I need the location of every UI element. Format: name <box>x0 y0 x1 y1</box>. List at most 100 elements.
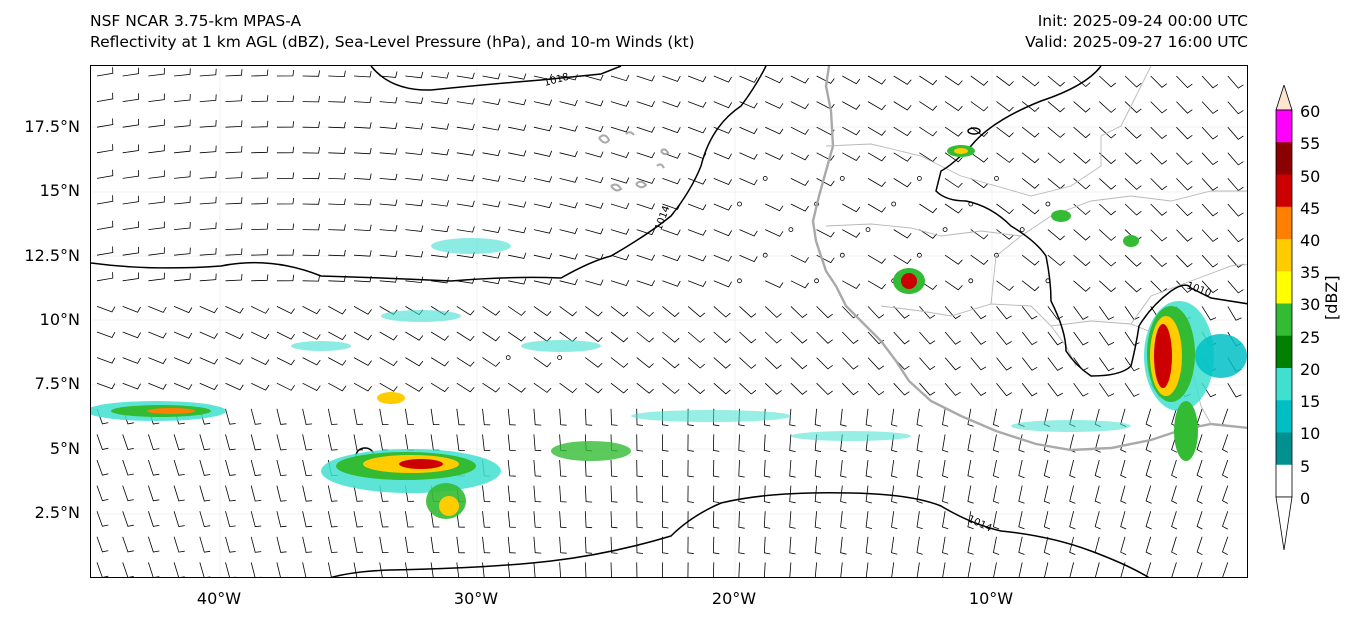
wind-barb <box>687 254 707 262</box>
wind-barb <box>919 203 938 214</box>
wind-barb <box>1073 75 1091 88</box>
wind-barb <box>916 459 923 478</box>
wind-barb <box>405 382 424 392</box>
wind-barb <box>96 382 116 390</box>
wind-barb <box>687 203 707 211</box>
wind-barb <box>379 148 398 155</box>
wind-barb <box>250 408 262 425</box>
wind-barb <box>1094 536 1101 555</box>
lat-label-17-5: 17.5°N <box>24 117 80 136</box>
wind-barb <box>944 101 963 112</box>
wind-barb <box>122 272 139 282</box>
wind-barb <box>482 357 501 367</box>
wind-barb <box>662 382 680 394</box>
wind-barb <box>713 101 732 109</box>
wind-barb <box>713 229 732 237</box>
wind-barb <box>891 511 898 530</box>
wind-barb <box>225 171 243 179</box>
wind-barb <box>992 408 1000 427</box>
wind-barb <box>687 485 694 503</box>
wind-barb <box>842 357 859 370</box>
wind-barb <box>1124 254 1142 267</box>
wind-barb <box>739 126 758 135</box>
wind-barb <box>173 306 193 314</box>
wind-barb <box>302 249 320 256</box>
wind-barb <box>559 408 567 426</box>
wind-barb <box>96 485 109 502</box>
wind-barb <box>328 173 346 180</box>
wind-barb <box>328 147 346 154</box>
wind-barb <box>482 98 501 105</box>
isobar-label-1010: 1010 <box>1185 280 1213 299</box>
wind-barb <box>1222 562 1229 577</box>
wind-barb <box>559 562 562 577</box>
wind-barb <box>508 175 527 183</box>
wind-barb <box>199 196 217 205</box>
wind-barb <box>507 562 511 577</box>
wind-barb <box>353 147 372 155</box>
wind-barb <box>610 203 630 210</box>
wind-barb <box>482 434 491 451</box>
wind-barb <box>1043 485 1051 504</box>
wind-barb <box>173 562 185 577</box>
wind-barb <box>1201 280 1219 294</box>
wind-barb <box>302 275 320 282</box>
wind-barb <box>816 229 835 238</box>
wind-barb <box>1124 152 1142 165</box>
wind-barb <box>353 122 372 129</box>
wind-barb <box>199 434 211 451</box>
wind-barb <box>405 97 424 104</box>
wind-barb <box>996 101 1014 112</box>
wind-barb <box>919 331 936 345</box>
wind-barb <box>944 254 963 265</box>
wind-barb <box>148 272 165 282</box>
wind-barb <box>992 434 1000 453</box>
wind-barb <box>662 331 680 343</box>
wind-barb <box>1047 254 1065 266</box>
wind-barb <box>379 97 398 104</box>
wind-barb <box>816 306 833 319</box>
wind-barb <box>482 331 501 342</box>
wind-barb <box>919 101 938 111</box>
wind-barb <box>251 274 269 282</box>
wind-barb <box>1145 459 1152 479</box>
wind-barb <box>713 357 731 369</box>
wind-barb <box>559 279 578 286</box>
wind-barb <box>456 382 475 393</box>
wind-barb <box>1150 126 1168 140</box>
wind-barb <box>1227 75 1244 89</box>
wind-barb <box>353 382 372 392</box>
wind-barb <box>610 331 629 343</box>
wind-barb <box>1073 331 1089 346</box>
wind-barb <box>353 224 372 232</box>
wind-barb <box>456 98 475 105</box>
wind-barb <box>992 511 1000 530</box>
lat-label-2-5: 2.5°N <box>34 503 80 522</box>
map-panel[interactable]: 1018 1014 1010 1014 <box>90 65 1248 578</box>
wind-barb <box>508 278 527 285</box>
wind-barb <box>944 203 963 214</box>
wind-barb <box>533 150 553 157</box>
wind-barb <box>1124 75 1142 88</box>
wind-barb <box>636 306 654 317</box>
wind-barb <box>225 94 243 102</box>
wind-barb <box>1145 408 1152 427</box>
wind-barb <box>1047 382 1063 397</box>
wind-barb <box>533 176 553 183</box>
wind-barb <box>867 306 885 319</box>
wind-barb <box>533 562 536 577</box>
wind-barb <box>302 459 313 477</box>
wind-barb <box>1145 434 1152 453</box>
wind-barb <box>1069 485 1076 504</box>
wind-barb <box>996 382 1012 397</box>
wind-barb <box>559 253 578 260</box>
wind-barb <box>916 408 923 427</box>
wind-barb <box>970 331 987 345</box>
wind-barb <box>584 562 587 577</box>
wind-barb <box>764 306 782 318</box>
wind-barb <box>173 511 185 527</box>
wind-barb <box>430 331 449 341</box>
wind-barb <box>867 178 886 188</box>
wind-barb <box>738 485 745 504</box>
wind-barb <box>610 279 630 286</box>
